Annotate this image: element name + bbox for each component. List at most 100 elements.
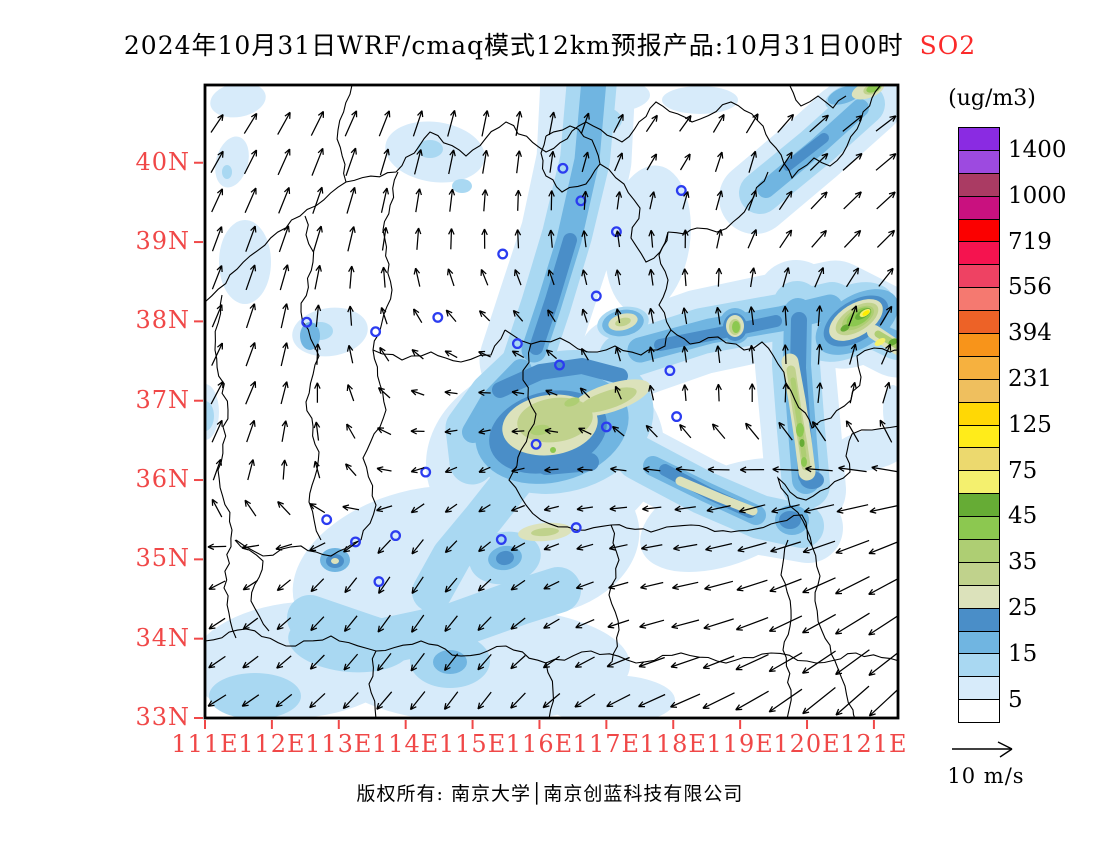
lat-label-39N: 39N <box>135 227 190 256</box>
colorbar-label-75: 75 <box>1008 457 1038 484</box>
reference-arrow-icon <box>952 741 1013 758</box>
pollutant-label: SO2 <box>919 31 977 60</box>
colorbar-box-11 <box>958 378 1000 403</box>
boundary-line <box>336 85 353 183</box>
colorbar-label-5: 5 <box>1008 686 1023 713</box>
colorbar-box-0 <box>958 127 1000 151</box>
boundary-line <box>508 343 813 547</box>
lon-label-119E: 119E <box>706 730 774 758</box>
city-marker <box>370 326 382 338</box>
colorbar-box-6 <box>958 264 1000 289</box>
boundary-line <box>205 101 758 303</box>
lat-label-40N: 40N <box>135 147 190 176</box>
boundary-line <box>658 231 691 345</box>
lat-label-36N: 36N <box>135 465 190 494</box>
lat-label-33N: 33N <box>135 703 190 731</box>
province-boundaries <box>205 85 898 718</box>
lat-label-37N: 37N <box>135 385 190 414</box>
colorbar-legend: 1400 1000 719 556 394 231 125 75 45 35 25 15 5 <box>958 127 1067 724</box>
lon-label-113E: 113E <box>305 730 373 758</box>
city-marker <box>557 162 569 174</box>
city-marker <box>301 316 313 328</box>
colorbar-label-556: 556 <box>1008 274 1052 301</box>
colorbar-label-1400: 1400 <box>1008 136 1067 163</box>
copyright-footer: 版权所有: 南京大学│南京创蓝科技有限公司 <box>356 783 744 805</box>
boundary-line <box>300 215 322 541</box>
boundary-line <box>235 539 362 557</box>
colorbar-box-21 <box>958 607 1000 632</box>
colorbar-box-1 <box>958 149 1000 174</box>
city-marker <box>671 411 683 423</box>
concentration-field <box>205 85 898 718</box>
city-marker <box>495 534 507 545</box>
lon-label-120E: 120E <box>773 730 841 758</box>
colorbar-box-22 <box>958 630 1000 655</box>
boundary-line <box>368 650 377 718</box>
city-marker <box>600 421 612 433</box>
city-marker <box>590 290 602 302</box>
colorbar-box-23 <box>958 653 1000 678</box>
city-marker <box>321 514 333 526</box>
city-marker <box>610 226 622 238</box>
city-marker <box>497 248 509 260</box>
city-markers <box>301 162 687 588</box>
colorbar-label-35: 35 <box>1008 549 1038 576</box>
city-marker <box>350 536 361 548</box>
city-marker <box>390 530 402 542</box>
colorbar-label-45: 45 <box>1008 503 1038 530</box>
city-marker <box>511 338 523 350</box>
colorbar-label-25: 25 <box>1008 594 1038 621</box>
lon-label-117E: 117E <box>572 730 640 758</box>
city-marker <box>664 365 676 377</box>
colorbar-label-15: 15 <box>1008 640 1038 667</box>
boundary-line <box>545 662 555 718</box>
title-text: 2024年10月31日WRF/cmaq模式12km预报产品:10月31日00时 <box>123 31 904 60</box>
colorbar-box-14 <box>958 447 1000 472</box>
colorbar-label-719: 719 <box>1008 228 1052 255</box>
colorbar-box-7 <box>958 287 1000 312</box>
colorbar-label-125: 125 <box>1008 411 1052 438</box>
colorbar-box-3 <box>958 195 1000 220</box>
colorbar-box-18 <box>958 539 1000 563</box>
colorbar-box-20 <box>958 584 1000 609</box>
lon-label-115E: 115E <box>438 730 507 758</box>
colorbar-box-2 <box>958 172 1000 197</box>
colorbar-box-25 <box>958 699 1000 724</box>
lon-label-118E: 118E <box>639 730 707 758</box>
colorbar-box-16 <box>958 493 1000 518</box>
lon-label-111E: 111E <box>171 730 239 758</box>
boundary-line <box>756 85 881 180</box>
city-marker <box>554 359 565 371</box>
page-title: 2024年10月31日WRF/cmaq模式12km预报产品:10月31日00时 S… <box>0 26 1100 62</box>
lon-label-112E: 112E <box>238 730 306 758</box>
colorbar-label-231: 231 <box>1008 365 1052 392</box>
colorbar-box-12 <box>958 401 1000 426</box>
city-marker <box>675 185 687 196</box>
city-marker <box>432 311 444 323</box>
city-marker <box>420 466 432 478</box>
city-marker <box>570 522 582 534</box>
colorbar-box-19 <box>958 561 1000 586</box>
colorbar-label-394: 394 <box>1008 320 1052 347</box>
lon-label-114E: 114E <box>372 730 440 758</box>
map-inner <box>205 85 898 718</box>
boundary-line <box>540 125 601 193</box>
colorbar-box-8 <box>958 310 1000 335</box>
colorbar-box-5 <box>958 241 1000 266</box>
colorbar-box-13 <box>958 424 1000 449</box>
city-marker <box>373 576 385 588</box>
axis-ticks <box>194 161 875 729</box>
city-marker <box>530 438 542 450</box>
boundary-line <box>780 539 792 718</box>
colorbar-box-9 <box>958 333 1000 357</box>
boundary-line <box>608 524 620 663</box>
boundary-line <box>372 329 506 363</box>
wind-vectors <box>207 110 898 717</box>
boundary-line <box>599 163 669 263</box>
reference-arrow-label: 10 m/s <box>947 764 1025 788</box>
colorbar-box-4 <box>958 218 1000 243</box>
lat-label-38N: 38N <box>135 306 190 335</box>
lon-label-116E: 116E <box>505 730 574 758</box>
